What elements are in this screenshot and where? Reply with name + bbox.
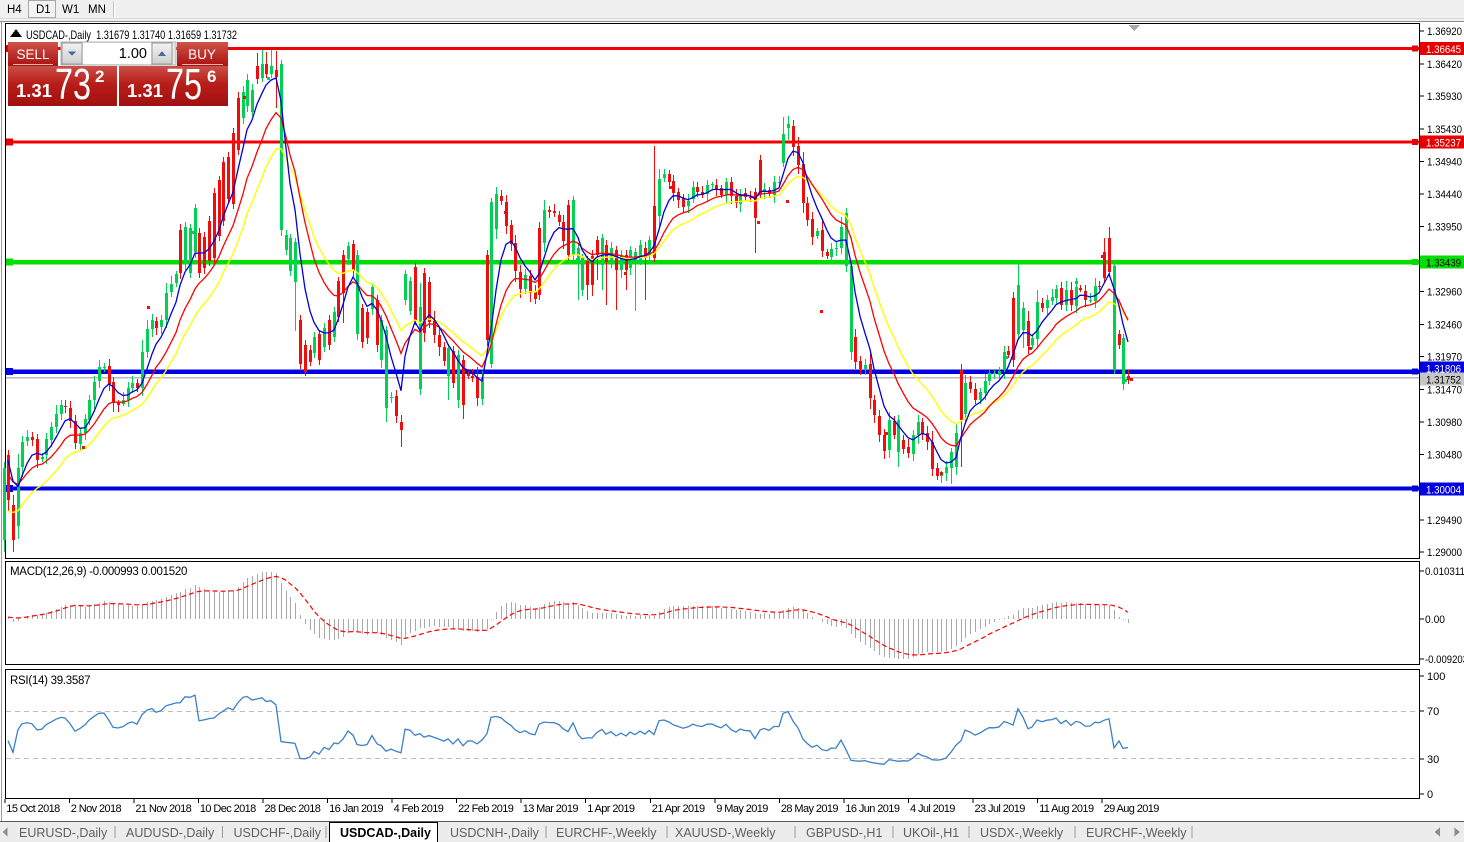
svg-text:1.00: 1.00 — [119, 46, 147, 62]
svg-text:23 Jul 2019: 23 Jul 2019 — [975, 803, 1026, 815]
svg-text:GBPUSD-,H1: GBPUSD-,H1 — [806, 826, 882, 840]
svg-text:9 May 2019: 9 May 2019 — [716, 803, 768, 815]
svg-text:USDX-,Weekly: USDX-,Weekly — [980, 826, 1064, 840]
svg-text:D1: D1 — [36, 4, 51, 16]
svg-text:1.31752: 1.31752 — [1426, 375, 1461, 387]
svg-text:30: 30 — [1427, 754, 1439, 766]
svg-text:73: 73 — [55, 60, 91, 109]
svg-text:4 Feb 2019: 4 Feb 2019 — [394, 803, 444, 815]
svg-text:1.36920: 1.36920 — [1427, 26, 1462, 38]
svg-text:UKOil-,H1: UKOil-,H1 — [903, 826, 959, 840]
svg-text:1.30480: 1.30480 — [1427, 450, 1462, 462]
svg-text:EURCHF-,Weekly: EURCHF-,Weekly — [556, 826, 657, 840]
svg-text:70: 70 — [1427, 706, 1439, 718]
svg-text:0.010311: 0.010311 — [1425, 566, 1464, 578]
svg-text:SELL: SELL — [16, 47, 50, 62]
svg-text:1.32960: 1.32960 — [1427, 287, 1462, 299]
svg-text:1.29490: 1.29490 — [1427, 515, 1462, 527]
svg-text:16 Jan 2019: 16 Jan 2019 — [329, 803, 383, 815]
svg-text:1 Apr 2019: 1 Apr 2019 — [587, 803, 635, 815]
svg-text:1.35930: 1.35930 — [1427, 91, 1462, 103]
svg-text:1.33439: 1.33439 — [1426, 258, 1461, 270]
svg-text:BUY: BUY — [188, 47, 216, 62]
svg-text:USDCAD-,Daily 1.31679 1.31740: USDCAD-,Daily 1.31679 1.31740 1.31659 1.… — [26, 28, 237, 42]
svg-text:H4: H4 — [7, 4, 22, 16]
svg-text:1.31970: 1.31970 — [1427, 352, 1462, 364]
svg-text:USDCNH-,Daily: USDCNH-,Daily — [450, 826, 540, 840]
svg-text:21 Nov 2018: 21 Nov 2018 — [135, 803, 191, 815]
svg-text:0.00: 0.00 — [1425, 614, 1445, 626]
svg-text:11 Aug 2019: 11 Aug 2019 — [1039, 803, 1094, 815]
svg-text:29 Aug 2019: 29 Aug 2019 — [1104, 803, 1160, 815]
svg-text:2 Nov 2018: 2 Nov 2018 — [71, 803, 122, 815]
svg-text:1.35237: 1.35237 — [1426, 138, 1461, 150]
svg-text:USDCHF-,Daily: USDCHF-,Daily — [234, 826, 322, 840]
svg-text:1.35430: 1.35430 — [1427, 124, 1462, 136]
svg-text:XAUUSD-,Weekly: XAUUSD-,Weekly — [675, 826, 776, 840]
svg-text:1.34940: 1.34940 — [1427, 156, 1462, 168]
svg-text:1.34440: 1.34440 — [1427, 189, 1462, 201]
svg-text:AUDUSD-,Daily: AUDUSD-,Daily — [126, 826, 215, 840]
svg-text:USDCAD-,Daily: USDCAD-,Daily — [340, 826, 431, 840]
svg-text:1.29000: 1.29000 — [1427, 547, 1462, 559]
svg-text:1.30980: 1.30980 — [1427, 417, 1462, 429]
svg-text:6: 6 — [207, 67, 216, 86]
svg-text:W1: W1 — [62, 4, 79, 16]
svg-text:4 Jul 2019: 4 Jul 2019 — [910, 803, 955, 815]
svg-text:1.33950: 1.33950 — [1427, 221, 1462, 233]
svg-text:100: 100 — [1427, 671, 1445, 683]
svg-text:16 Jun 2019: 16 Jun 2019 — [845, 803, 899, 815]
svg-text:1.32460: 1.32460 — [1427, 319, 1462, 331]
svg-text:21 Apr 2019: 21 Apr 2019 — [652, 803, 705, 815]
svg-text:22 Feb 2019: 22 Feb 2019 — [458, 803, 514, 815]
svg-text:EURUSD-,Daily: EURUSD-,Daily — [19, 826, 108, 840]
svg-text:1.31: 1.31 — [127, 81, 163, 101]
svg-text:1.31470: 1.31470 — [1427, 385, 1462, 397]
svg-text:15 Oct 2018: 15 Oct 2018 — [6, 803, 60, 815]
svg-text:1.31: 1.31 — [16, 81, 52, 101]
svg-text:13 Mar 2019: 13 Mar 2019 — [523, 803, 579, 815]
svg-text:2: 2 — [95, 67, 104, 86]
svg-text:EURCHF-,Weekly: EURCHF-,Weekly — [1086, 826, 1187, 840]
svg-text:MACD(12,26,9) -0.000993 0.0015: MACD(12,26,9) -0.000993 0.001520 — [10, 566, 187, 578]
svg-text:1.36420: 1.36420 — [1427, 59, 1462, 71]
svg-text:1.30004: 1.30004 — [1426, 485, 1461, 497]
svg-text:RSI(14) 39.3587: RSI(14) 39.3587 — [10, 675, 90, 687]
svg-text:0: 0 — [1427, 789, 1433, 801]
svg-text:-0.009203: -0.009203 — [1425, 654, 1464, 666]
svg-text:10 Dec 2018: 10 Dec 2018 — [200, 803, 256, 815]
svg-text:28 Dec 2018: 28 Dec 2018 — [265, 803, 321, 815]
svg-text:75: 75 — [166, 60, 202, 109]
svg-text:MN: MN — [88, 4, 106, 16]
svg-text:28 May 2019: 28 May 2019 — [781, 803, 838, 815]
svg-text:1.36645: 1.36645 — [1426, 44, 1461, 56]
